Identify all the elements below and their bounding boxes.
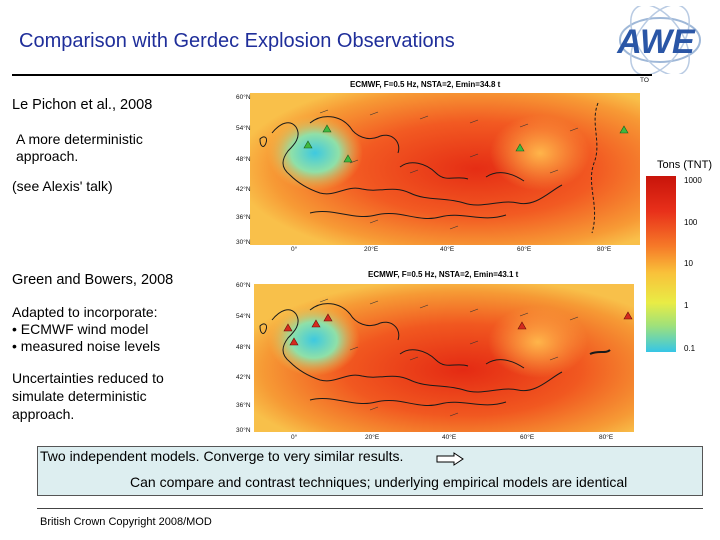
section1-body-line1: A more deterministic (16, 131, 143, 147)
bottom-lon-tick: 60°E (520, 434, 535, 441)
colorbar-label: 10 (684, 259, 693, 268)
top-lon-tick: 80°E (597, 246, 612, 253)
summary-box (37, 446, 703, 496)
colorbar-label: 100 (684, 218, 698, 227)
bottom-lat-tick: 60°N (236, 282, 251, 289)
section2-heading: Green and Bowers, 2008 (12, 272, 174, 288)
bottom-lon-tick: 0° (291, 434, 298, 441)
top-lat-tick: 54°N (236, 125, 251, 132)
top-lat-tick: 36°N (236, 214, 251, 221)
top-lat-tick: 60°N (236, 94, 251, 101)
section2-body-line3: • measured noise levels (12, 338, 161, 354)
footer-divider (37, 508, 703, 509)
top-lat-tick: 30°N (236, 239, 251, 246)
section1-heading: Le Pichon et al., 2008 (12, 97, 153, 113)
bottom-map (254, 284, 634, 432)
summary-line1: Two independent models. Converge to very… (40, 448, 404, 464)
bottom-lat-tick: 48°N (236, 344, 251, 351)
colorbar-label: 0.1 (684, 344, 696, 353)
bottom-lat-tick: 36°N (236, 402, 251, 409)
bottom-lat-tick: 30°N (236, 427, 251, 434)
awe-logo: AWE (616, 6, 701, 74)
section2-body-line2: • ECMWF wind model (12, 321, 149, 337)
section2-body2-line3: approach. (12, 406, 75, 422)
bottom-map-title: ECMWF, F=0.5 Hz, NSTA=2, Emin=43.1 t (368, 270, 519, 279)
section2-body2-line1: Uncertainties reduced to (12, 370, 164, 386)
top-lon-tick: 60°E (517, 246, 532, 253)
colorbar-label: 1000 (684, 176, 702, 185)
section2-body2-line2: simulate deterministic (12, 388, 147, 404)
bottom-lon-tick: 20°E (365, 434, 380, 441)
top-lon-tick: 20°E (364, 246, 379, 253)
page-title: Comparison with Gerdec Explosion Observa… (19, 30, 455, 52)
copyright-text: British Crown Copyright 2008/MOD (40, 516, 212, 528)
bottom-lon-tick: 80°E (599, 434, 614, 441)
top-map (250, 93, 640, 245)
top-map-corner-label: TO (640, 77, 649, 84)
colorbar-title: Tons (TNT) (657, 159, 712, 171)
top-lon-tick: 40°E (440, 246, 455, 253)
logo-text: AWE (616, 23, 696, 61)
bottom-lat-tick: 42°N (236, 374, 251, 381)
bottom-lat-tick: 54°N (236, 313, 251, 320)
top-lat-tick: 48°N (236, 156, 251, 163)
top-map-stations (303, 124, 629, 163)
right-arrow-icon (436, 452, 464, 466)
top-lat-tick: 42°N (236, 186, 251, 193)
title-divider (12, 74, 652, 76)
bottom-map-stations (283, 311, 633, 346)
bottom-lon-tick: 40°E (442, 434, 457, 441)
colorbar (646, 176, 676, 352)
top-lon-tick: 0° (291, 246, 298, 253)
section2-body-line1: Adapted to incorporate: (12, 304, 158, 320)
section1-note: (see Alexis' talk) (12, 178, 113, 194)
section1-body-line2: approach. (16, 148, 79, 164)
colorbar-label: 1 (684, 301, 689, 310)
summary-line2: Can compare and contrast techniques; und… (130, 474, 628, 490)
top-map-title: ECMWF, F=0.5 Hz, NSTA=2, Emin=34.8 t (350, 80, 501, 89)
